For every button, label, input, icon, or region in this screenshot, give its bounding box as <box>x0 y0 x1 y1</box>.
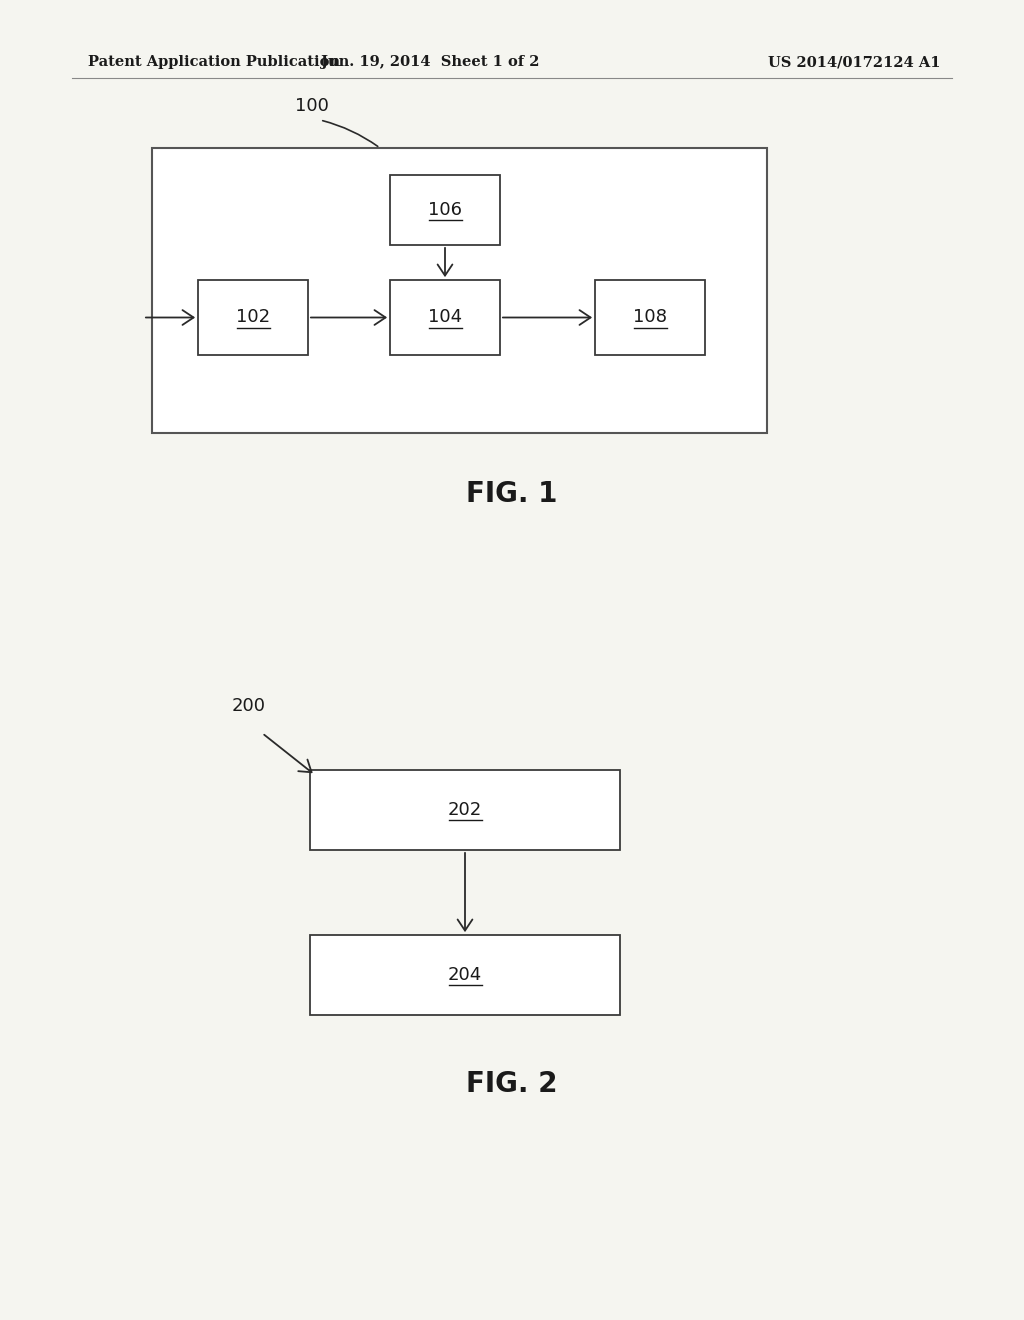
Bar <box>152 148 767 433</box>
Text: 108: 108 <box>633 309 667 326</box>
Bar <box>390 176 500 246</box>
Bar <box>310 935 620 1015</box>
Text: 200: 200 <box>232 697 266 715</box>
Text: 100: 100 <box>295 96 329 115</box>
Text: 202: 202 <box>447 801 482 818</box>
Text: 204: 204 <box>447 966 482 983</box>
Bar <box>198 280 308 355</box>
Text: 104: 104 <box>428 309 462 326</box>
Text: 102: 102 <box>236 309 270 326</box>
Bar <box>595 280 705 355</box>
Text: 106: 106 <box>428 201 462 219</box>
Bar <box>310 770 620 850</box>
Text: Patent Application Publication: Patent Application Publication <box>88 55 340 69</box>
Text: US 2014/0172124 A1: US 2014/0172124 A1 <box>768 55 940 69</box>
Text: FIG. 1: FIG. 1 <box>466 480 558 508</box>
Text: Jun. 19, 2014  Sheet 1 of 2: Jun. 19, 2014 Sheet 1 of 2 <box>321 55 540 69</box>
Text: FIG. 2: FIG. 2 <box>466 1071 558 1098</box>
Bar <box>390 280 500 355</box>
